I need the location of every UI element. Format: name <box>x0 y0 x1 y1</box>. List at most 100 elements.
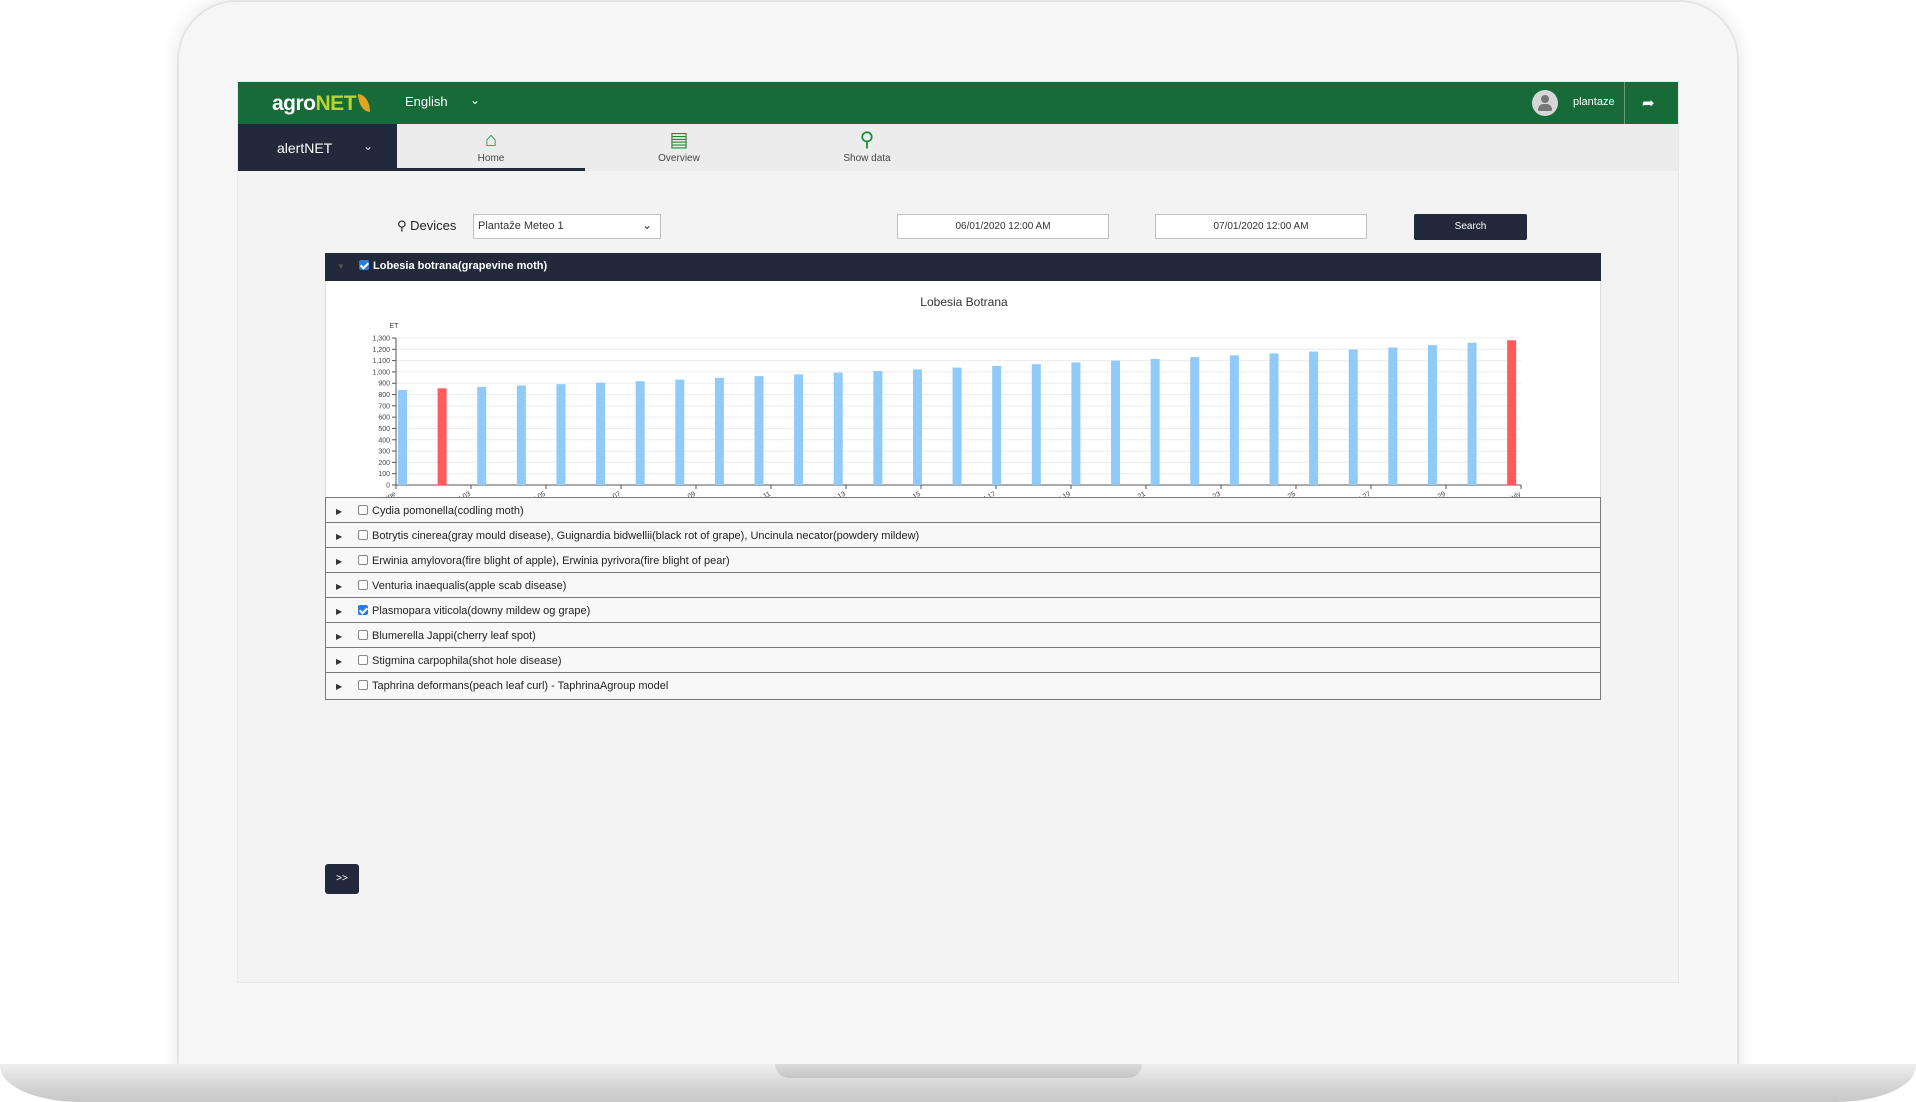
accordion-item[interactable]: ▶ Venturia inaequalis(apple scab disease) <box>325 572 1601 600</box>
chart-bar <box>992 365 1002 485</box>
accordion-item[interactable]: ▶ Blumerella Jappi(cherry leaf spot) <box>325 622 1601 650</box>
chart-bar <box>1427 345 1437 485</box>
home-icon: ⌂ <box>484 129 498 151</box>
user-name[interactable]: plantaze <box>1573 96 1615 108</box>
caret-right-icon: ▶ <box>336 657 343 666</box>
accordion-header-lobesia[interactable]: ▼ Lobesia botrana(grapevine moth) <box>325 253 1601 281</box>
chart-bar <box>1507 340 1517 485</box>
tab-home[interactable]: ⌂ Home <box>397 124 585 171</box>
y-axis-label: ET <box>390 323 400 330</box>
accordion-item[interactable]: ▶ Botrytis cinerea(gray mould disease), G… <box>325 522 1601 550</box>
y-tick-label: 400 <box>378 437 390 444</box>
y-tick-label: 100 <box>378 471 390 478</box>
laptop-notch <box>775 1064 1142 1078</box>
module-label: alertNET <box>277 140 333 156</box>
accordion-item[interactable]: ▶ Plasmopara viticola(downy mildew og gra… <box>325 597 1601 625</box>
logout-arrow-icon[interactable]: ➦ <box>1642 95 1655 112</box>
chart-bar <box>794 374 804 485</box>
chart-bar <box>1388 347 1398 485</box>
chevron-down-icon: ⌄ <box>363 139 374 153</box>
chart-bar <box>714 377 724 485</box>
tab-show-data[interactable]: ⚲ Show data <box>843 129 891 164</box>
chart-bar <box>1269 353 1279 485</box>
y-tick-label: 1,100 <box>372 358 390 365</box>
y-tick-label: 700 <box>378 403 390 410</box>
disease-label: Blumerella Jappi(cherry leaf spot) <box>372 630 536 642</box>
disease-checkbox[interactable] <box>358 605 368 615</box>
chart-bar <box>1190 357 1200 485</box>
language-select[interactable]: English <box>405 94 448 109</box>
map-marker-icon: ⚲ <box>397 218 407 233</box>
disease-label: Taphrina deformans(peach leaf curl) - Ta… <box>372 680 669 692</box>
chart-bar <box>754 376 764 485</box>
y-tick-label: 1,200 <box>372 347 390 354</box>
caret-right-icon: ▶ <box>336 507 343 516</box>
caret-right-icon: ▶ <box>336 532 343 541</box>
chart-bar <box>516 385 526 485</box>
chart-bar <box>437 388 447 485</box>
document-search-icon: ▤ <box>669 129 689 151</box>
module-select[interactable]: alertNET ⌄ <box>238 124 397 171</box>
disease-checkbox[interactable] <box>358 505 368 515</box>
y-tick-label: 200 <box>378 460 390 467</box>
leaf-icon <box>358 94 371 112</box>
y-tick-label: 900 <box>378 381 390 388</box>
y-tick-label: 1,000 <box>372 369 390 376</box>
next-button[interactable]: >> <box>325 864 359 894</box>
chart-bar <box>1071 362 1081 485</box>
date-from-input[interactable]: 06/01/2020 12:00 AM <box>897 214 1109 239</box>
caret-down-icon: ▼ <box>337 262 345 271</box>
disease-checkbox[interactable] <box>358 655 368 665</box>
disease-checkbox[interactable] <box>358 680 368 690</box>
chart-bar <box>912 369 922 485</box>
accordion-item[interactable]: ▶ Cydia pomonella(codling moth) <box>325 497 1601 525</box>
chart-bar <box>635 381 645 485</box>
caret-right-icon: ▶ <box>336 682 343 691</box>
chevron-down-icon: ⌄ <box>641 218 652 232</box>
disease-checkbox[interactable] <box>358 530 368 540</box>
device-select[interactable]: Plantaže Meteo 1 ⌄ <box>473 214 661 239</box>
caret-right-icon: ▶ <box>336 607 343 616</box>
agronet-logo[interactable]: agroNET <box>272 92 371 116</box>
accordion-item[interactable]: ▶ Taphrina deformans(peach leaf curl) - T… <box>325 672 1601 700</box>
chart-bar <box>1467 342 1477 485</box>
tab-overview[interactable]: ▤ Overview <box>658 129 700 164</box>
y-tick-label: 0 <box>386 483 390 490</box>
app-screen: agroNET English ⌄ plantaze ➦ alertNET ⌄ … <box>237 81 1679 983</box>
disease-checkbox[interactable] <box>358 630 368 640</box>
caret-right-icon: ▶ <box>336 582 343 591</box>
chart-bar <box>1150 358 1160 485</box>
divider <box>1624 82 1625 124</box>
disease-label: Stigmina carpophila(shot hole disease) <box>372 655 562 667</box>
disease-checkbox[interactable] <box>358 580 368 590</box>
disease-checkbox[interactable] <box>358 555 368 565</box>
accordion-item[interactable]: ▶ Erwinia amylovora(fire blight of apple)… <box>325 547 1601 575</box>
chart-bar <box>833 372 843 485</box>
y-tick-label: 300 <box>378 449 390 456</box>
caret-right-icon: ▶ <box>336 557 343 566</box>
y-tick-label: 600 <box>378 415 390 422</box>
chart-bar <box>1348 349 1358 485</box>
caret-right-icon: ▶ <box>336 632 343 641</box>
chart-bar <box>596 382 606 485</box>
devices-label: ⚲ Devices <box>397 218 457 233</box>
chart-bar <box>1031 364 1041 485</box>
y-tick-label: 500 <box>378 426 390 433</box>
chart-bar <box>477 386 487 485</box>
chart-bar <box>1229 355 1239 485</box>
disease-label: Venturia inaequalis(apple scab disease) <box>372 580 567 592</box>
sub-navigation: alertNET ⌄ ⌂ Home ▤ Overview ⚲ Show data <box>238 124 1678 171</box>
chart-title: Lobesia Botrana <box>920 295 1008 309</box>
user-avatar-icon[interactable] <box>1532 90 1558 116</box>
disease-label: Erwinia amylovora(fire blight of apple),… <box>372 555 730 567</box>
checkbox-lobesia[interactable] <box>359 260 369 270</box>
y-tick-label: 800 <box>378 392 390 399</box>
accordion-item[interactable]: ▶ Stigmina carpophila(shot hole disease) <box>325 647 1601 675</box>
date-to-input[interactable]: 07/01/2020 12:00 AM <box>1155 214 1367 239</box>
map-pin-search-icon: ⚲ <box>859 129 875 151</box>
chart-bar <box>556 384 566 485</box>
chevron-down-icon[interactable]: ⌄ <box>470 93 481 107</box>
disease-label: Botrytis cinerea(gray mould disease), Gu… <box>372 530 920 542</box>
disease-label: Cydia pomonella(codling moth) <box>372 505 524 517</box>
search-button[interactable]: Search <box>1414 214 1527 240</box>
